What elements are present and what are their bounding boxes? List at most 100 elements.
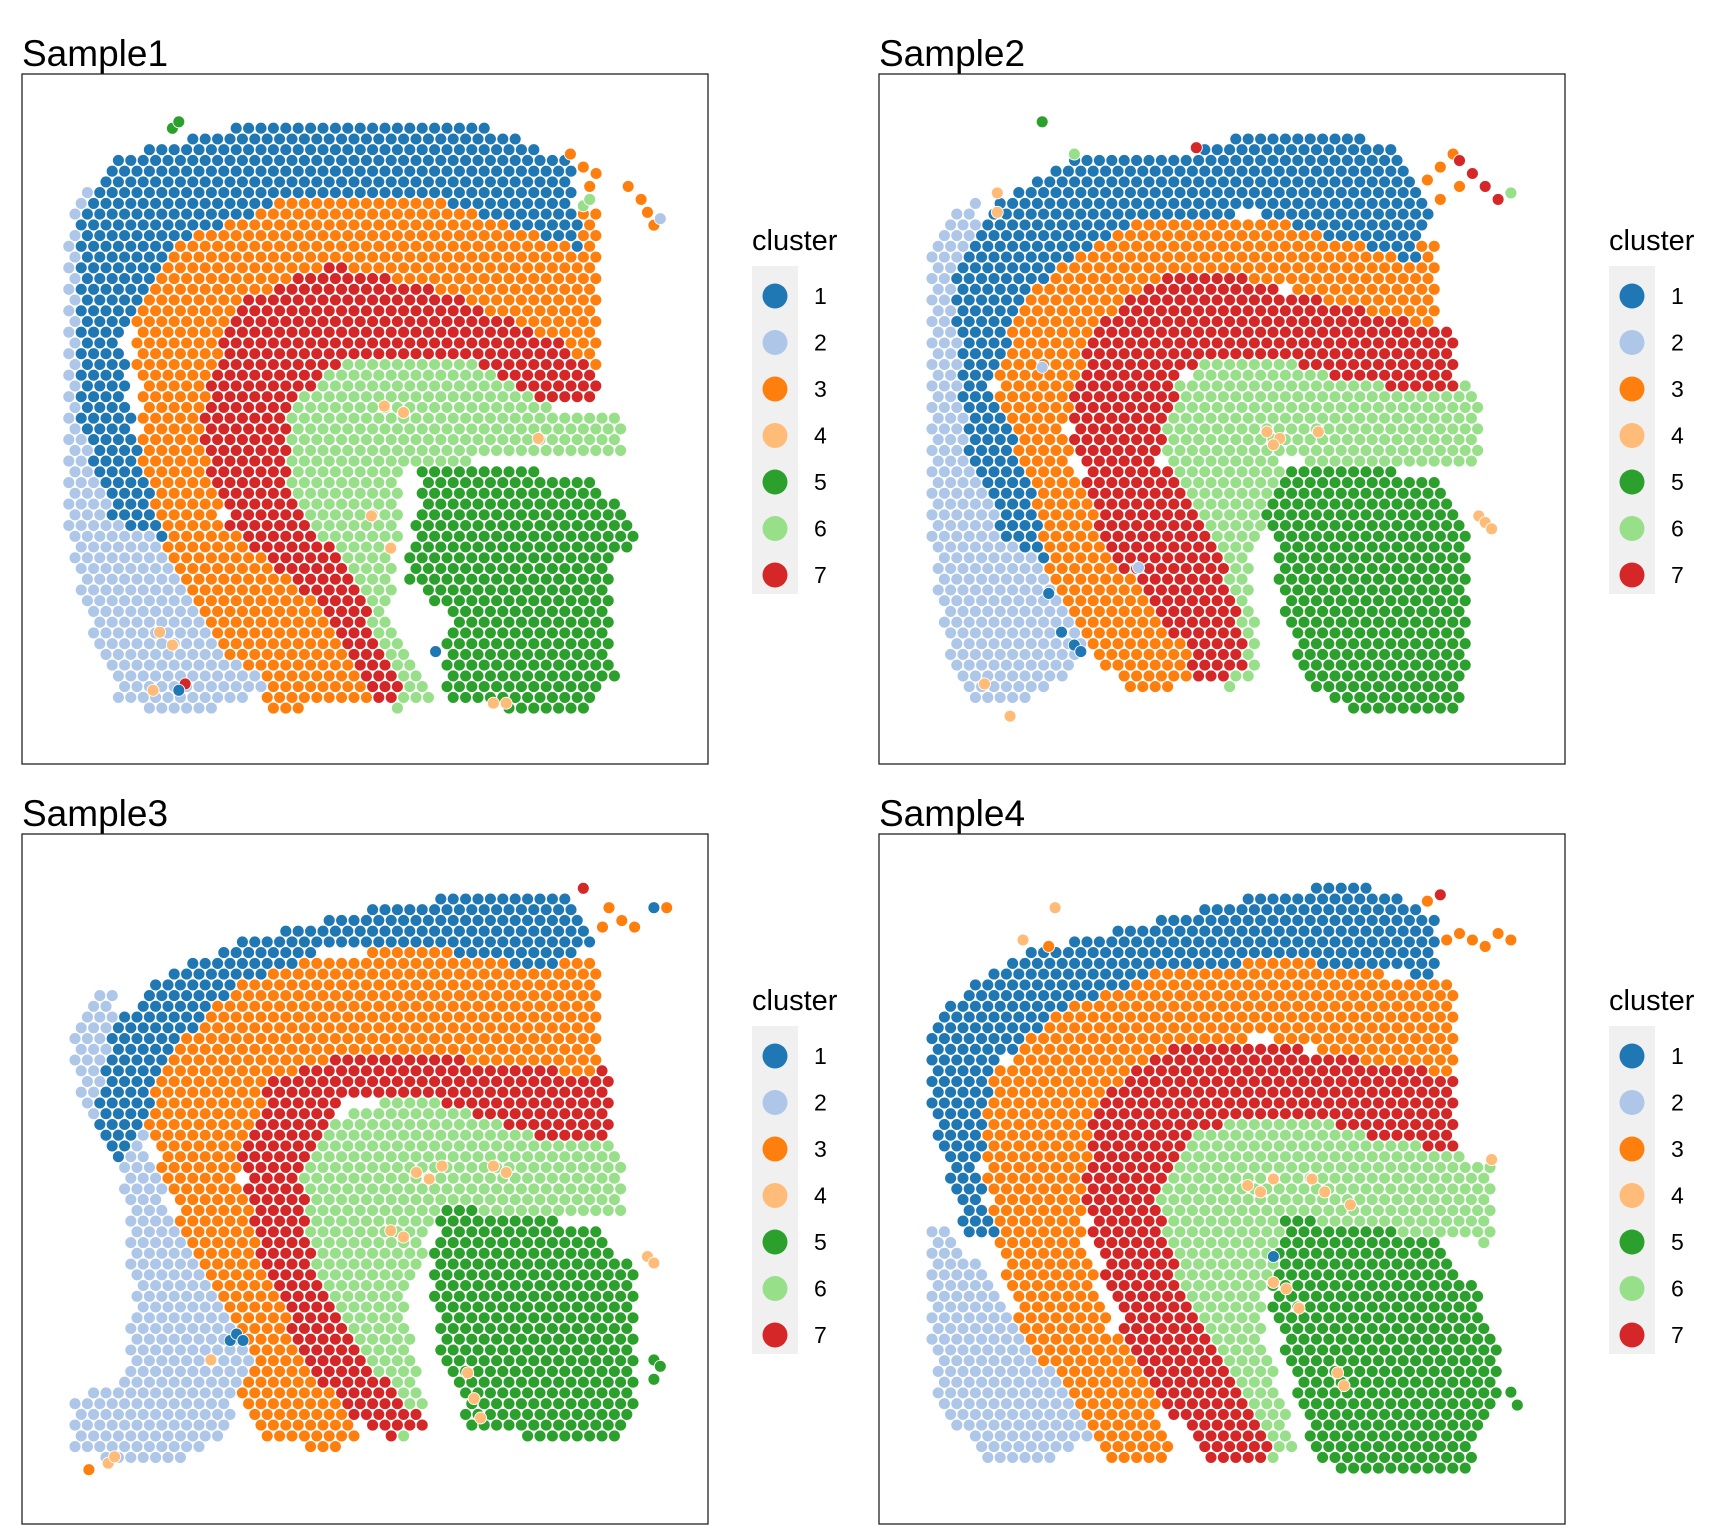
spot-cluster-1: [105, 164, 119, 178]
spot-cluster-7: [1433, 336, 1447, 350]
spot-cluster-1: [1328, 132, 1342, 146]
spot-cluster-3: [180, 400, 194, 414]
spot-cluster-6: [1458, 443, 1472, 457]
spot-cluster-6: [1179, 476, 1193, 490]
spot-cluster-6: [341, 529, 355, 543]
spot-cluster-3: [304, 637, 318, 651]
spot-cluster-6: [1223, 465, 1237, 479]
spot-cluster-1: [968, 261, 982, 275]
spot-cluster-6: [366, 443, 380, 457]
spot-cluster-3: [589, 1053, 603, 1067]
spot-cluster-7: [341, 637, 355, 651]
spot-cluster-7: [1421, 379, 1435, 393]
spot-cluster-5: [539, 701, 553, 715]
spot-cluster-6: [1371, 400, 1385, 414]
spot-cluster-3: [1061, 594, 1075, 608]
spot-cluster-3: [1247, 272, 1261, 286]
spot-cluster-7: [1297, 315, 1311, 328]
spot-cluster-7: [1415, 368, 1429, 382]
spot-cluster-7: [204, 422, 218, 436]
spot-cluster-1: [130, 207, 144, 221]
spot-cluster-5: [446, 669, 460, 683]
spot-cluster-3: [1037, 336, 1051, 350]
spot-cluster-3: [384, 218, 398, 232]
spot-cluster-3: [570, 1064, 584, 1078]
spot-cluster-5: [490, 572, 504, 586]
spot-cluster-5: [1303, 669, 1317, 683]
spot-cluster-7: [403, 1075, 417, 1088]
spot-cluster-1: [93, 250, 107, 264]
spot-cluster-3: [204, 293, 218, 307]
legend-label: 2: [814, 330, 827, 356]
spot-cluster-6: [1260, 465, 1274, 479]
spot-cluster-3: [1154, 647, 1168, 661]
spot-cluster-1: [1247, 164, 1261, 178]
spot-cluster-3: [1086, 529, 1100, 543]
spot-cluster-5: [527, 508, 541, 522]
spot-cluster-3: [1086, 315, 1100, 328]
spot-cluster-7: [198, 411, 212, 425]
spot-cluster-2: [111, 669, 125, 683]
spot-cluster-1: [999, 229, 1013, 243]
spot-cluster-3: [260, 282, 274, 296]
spot-cluster-6: [607, 411, 621, 425]
spot-cluster-7: [1216, 626, 1230, 640]
spot-cluster-3: [291, 680, 305, 694]
spot-cluster-7: [1074, 400, 1088, 414]
spot-cluster-1: [415, 903, 429, 917]
spot-cluster-5: [403, 551, 417, 565]
spot-cluster-3: [304, 1010, 318, 1024]
spot-cluster-6: [1198, 508, 1212, 522]
spot-cluster-3: [1111, 615, 1125, 629]
spot-cluster-7: [304, 1075, 318, 1088]
spot-cluster-5: [440, 508, 454, 522]
spot-cluster-7: [1092, 433, 1106, 447]
spot-cluster-1: [1316, 218, 1330, 232]
spot-cluster-7: [285, 497, 299, 511]
spot-cluster-1: [1154, 175, 1168, 189]
panel-title: Sample3: [22, 793, 168, 834]
spot-cluster-3: [1086, 250, 1100, 264]
spot-cluster-3: [1365, 304, 1379, 318]
spot-cluster-3: [1117, 583, 1131, 597]
spot-cluster-3: [1068, 304, 1082, 318]
spot-cluster-3: [452, 1010, 466, 1024]
spot-cluster-3: [1061, 465, 1075, 479]
spot-cluster-7: [459, 1064, 473, 1078]
spot-cluster-1: [180, 229, 194, 243]
spot-cluster-1: [1024, 508, 1038, 522]
spot-cluster-3: [291, 1010, 305, 1024]
spot-cluster-2: [931, 304, 945, 318]
spot-cluster-2: [68, 486, 82, 500]
spot-cluster-3: [1018, 411, 1032, 425]
spot-cluster-2: [944, 411, 958, 425]
legend-label: 2: [1671, 330, 1684, 356]
spot-cluster-1: [1061, 250, 1075, 264]
spot-cluster-5: [1458, 572, 1472, 586]
spot-cluster-1: [1185, 164, 1199, 178]
spot-cluster-1: [80, 207, 94, 221]
spot-cluster-6: [409, 669, 423, 683]
legend-key-6: [762, 516, 788, 541]
spot-cluster-5: [1334, 680, 1348, 694]
spot-cluster-7: [1130, 476, 1144, 490]
spot-cluster-3: [496, 239, 510, 253]
spot-cluster-6: [335, 497, 349, 511]
spot-cluster-6: [1216, 454, 1230, 468]
spot-cluster-6: [1452, 433, 1466, 447]
spot-cluster-1: [378, 924, 392, 938]
spot-cluster-6: [558, 433, 572, 447]
spot-cluster-1: [434, 913, 448, 927]
spot-cluster-7: [1142, 390, 1156, 404]
spot-cluster-3: [1154, 239, 1168, 253]
spot-cluster-1: [987, 250, 1001, 264]
spot-cluster-3: [1012, 336, 1026, 350]
spot-cluster-3: [316, 1010, 330, 1024]
spot-cluster-3: [335, 956, 349, 970]
spot-cluster-6: [347, 411, 361, 425]
spot-cluster-2: [105, 989, 119, 1003]
spot-cluster-3: [229, 293, 243, 307]
spot-cluster-1: [527, 186, 541, 200]
spot-cluster-3: [1161, 250, 1175, 264]
spot-cluster-3: [260, 999, 274, 1013]
